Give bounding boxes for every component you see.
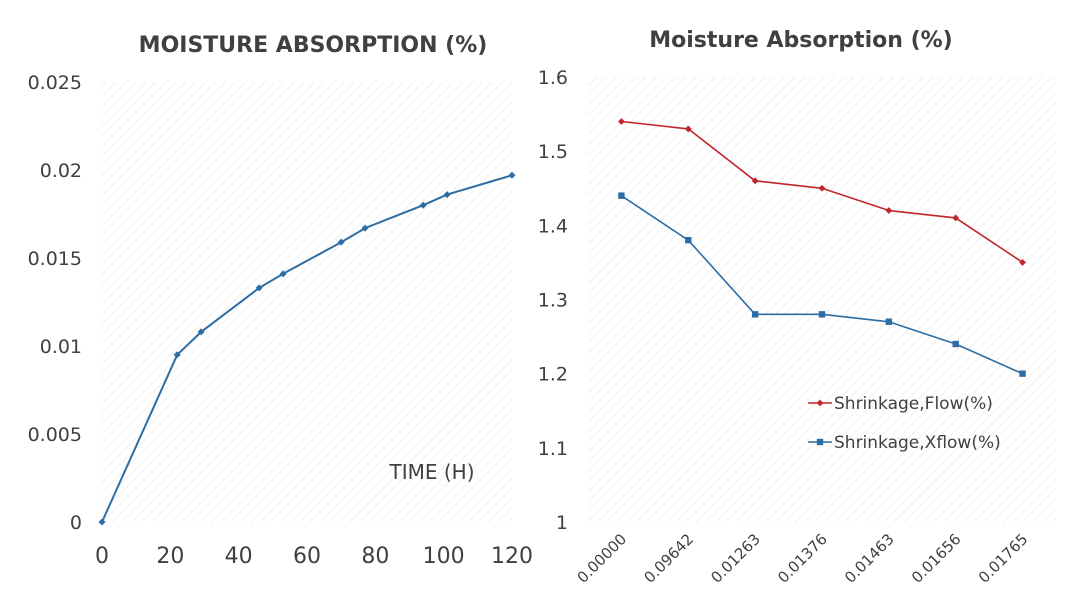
chart-2-data-point [685, 236, 692, 244]
chart-1-data-point [361, 224, 369, 232]
chart-2-x-tick-label: 0.01376 [774, 530, 831, 587]
chart-1-x-tick-label: 60 [293, 544, 321, 569]
chart-2-x-ticks: 0.00000 0.09642 0.01263 0.01376 0.01463 0.016… [574, 530, 1032, 587]
chart-1-y-tick-label: 0.02 [40, 160, 82, 182]
chart-2-legend-marker [816, 399, 824, 407]
chart-1-y-tick-label: 0 [70, 512, 82, 534]
chart-1-x-tick-label: 80 [361, 544, 389, 569]
chart-1-title: MOISTURE ABSORPTION (%) [139, 33, 488, 58]
chart-2-data-point [818, 311, 826, 318]
chart-1-y-tick-label: 0.015 [28, 248, 82, 270]
chart-1-data-point [508, 171, 516, 179]
chart-1-y-tick-label: 0.005 [28, 424, 82, 446]
chart-2-y-tick-label: 1.1 [538, 438, 568, 460]
chart-2-y-tick-label: 1 [556, 512, 568, 534]
chart-1-y-ticks: 0 0.005 0.01 0.015 0.02 0.025 [28, 72, 82, 534]
chart-2-legend-marker [816, 438, 824, 446]
chart-2-x-tick-label: 0.01463 [841, 530, 898, 587]
chart-1-x-tick-label: 20 [156, 544, 184, 569]
chart-2-data-point [952, 214, 960, 222]
chart-2-title: Moisture Absorption (%) [649, 28, 952, 53]
chart-1-x-tick-label: 120 [491, 544, 533, 569]
chart-1-y-tick-label: 0.01 [40, 336, 82, 358]
chart-2-data-point [885, 207, 893, 214]
chart-2-y-ticks: 1 1.1 1.2 1.3 1.4 1.5 1.6 [538, 67, 568, 534]
chart-2-y-tick-label: 1.6 [538, 67, 568, 89]
chart-1-x-tick-label: 40 [225, 544, 253, 569]
chart-2-series [618, 118, 1026, 377]
chart-1-data-point [337, 238, 345, 246]
chart-2-legend-label: Shrinkage,Xflow(%) [834, 433, 1001, 453]
chart-1-x-tick-label: 0 [95, 544, 109, 569]
chart-2-x-tick-label: 0.01656 [908, 530, 965, 587]
chart-2-data-point [684, 125, 692, 133]
chart-2: Moisture Absorption (%) 1 1.1 1.2 1.3 1.4 1.5… [538, 28, 1056, 587]
chart-1-plot-area [102, 82, 512, 522]
chart-2-x-tick-label: 0.00000 [574, 530, 631, 587]
chart-2-data-point [751, 177, 759, 185]
chart-2-data-point [1019, 259, 1026, 266]
chart-1-data-point [279, 270, 287, 278]
chart-2-legend-label: Shrinkage,Flow(%) [834, 394, 993, 414]
chart-1-x-tick-label: 100 [423, 544, 465, 569]
chart-2-data-point [618, 118, 625, 125]
chart-2-legend: Shrinkage,Flow(%) Shrinkage,Xflow(%) [808, 394, 1001, 453]
chart-1-series-line [101, 174, 513, 523]
chart-2-plot-area [588, 77, 1056, 522]
chart-2-data-point [751, 311, 759, 318]
chart-2-y-tick-label: 1.4 [538, 215, 568, 237]
chart-1-data-point [197, 328, 205, 336]
chart-2-x-tick-label: 0.09642 [641, 530, 698, 587]
chart-2-x-tick-label: 0.01263 [707, 530, 764, 587]
chart-2-y-tick-label: 1.3 [538, 290, 568, 312]
chart-2-data-point [952, 340, 959, 348]
chart-1-data-point [173, 351, 181, 359]
chart-2-data-point [1019, 370, 1026, 377]
chart-1-data-point [98, 518, 106, 526]
chart-1-x-ticks: 0 20 40 60 80 100 120 [95, 544, 533, 569]
chart-1-series [98, 171, 516, 526]
chart-1: MOISTURE ABSORPTION (%) TIME (H) 00.0050… [28, 33, 533, 569]
chart-1-data-point [443, 191, 451, 199]
chart-2-data-point [818, 184, 826, 192]
chart-1-y-tick-label: 0.025 [28, 72, 82, 94]
chart-2-x-tick-label: 0.01765 [975, 530, 1032, 587]
chart-2-y-tick-label: 1.5 [538, 141, 568, 163]
chart-1-annotation: TIME (H) [388, 460, 474, 484]
chart-1-data-point [419, 201, 427, 209]
chart-1-data-point [255, 284, 263, 292]
chart-2-y-tick-label: 1.2 [538, 364, 568, 386]
chart-2-data-point [885, 318, 893, 325]
chart-2-data-point [618, 192, 625, 199]
